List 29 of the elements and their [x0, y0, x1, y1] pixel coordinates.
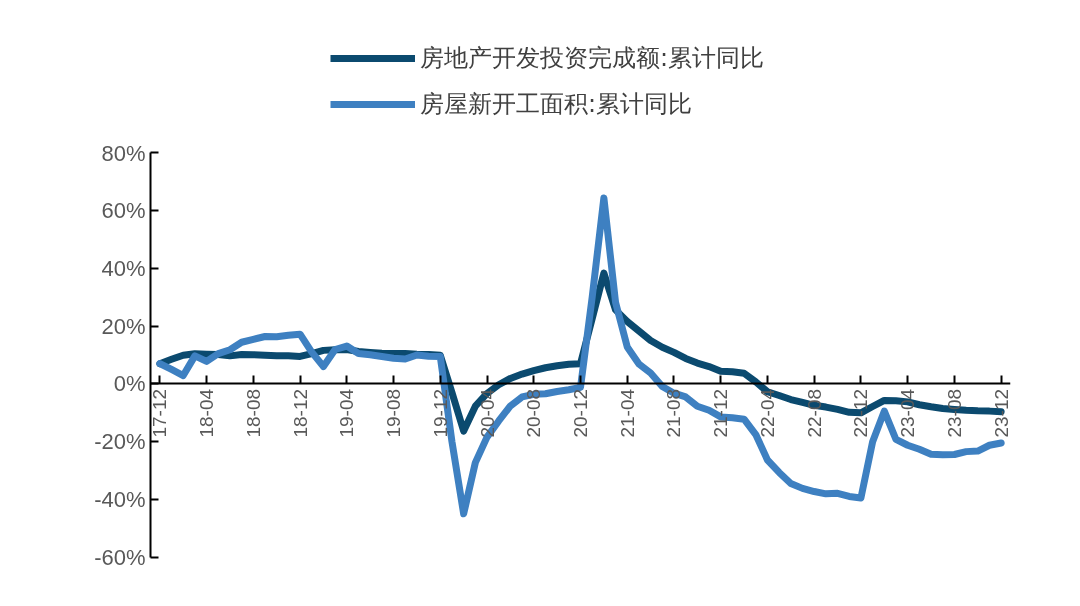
x-tick-label: 22-08 [803, 388, 825, 438]
x-tick-label: 23-12 [990, 388, 1012, 438]
x-tick-label: 17-12 [149, 388, 171, 438]
x-tick-label: 20-04 [476, 388, 498, 438]
x-tick-label: 21-04 [616, 388, 638, 438]
y-tick-label: -20% [94, 429, 146, 455]
x-tick-label: 19-04 [336, 388, 358, 438]
y-tick-label: -60% [94, 545, 146, 570]
x-tick-label: 19-12 [429, 388, 451, 438]
x-tick-label: 21-12 [710, 388, 732, 438]
y-tick-label: 20% [101, 313, 146, 339]
x-tick-label: 18-12 [289, 388, 311, 438]
x-tick-label: 18-04 [196, 388, 218, 438]
y-tick-label: 80% [101, 140, 146, 166]
x-tick-label: 22-04 [756, 388, 778, 438]
y-tick-label: 0% [113, 371, 146, 397]
y-tick-label: -40% [94, 487, 146, 513]
legend-label: 房屋新开工面积:累计同比 [420, 89, 693, 120]
x-tick-label: 23-08 [943, 388, 965, 438]
x-tick-label: 23-04 [897, 388, 919, 438]
y-tick-label: 60% [101, 197, 146, 223]
legend-label: 房地产开发投资完成额:累计同比 [420, 43, 765, 74]
x-tick-label: 18-08 [242, 388, 264, 438]
y-tick-label: 40% [101, 255, 146, 281]
x-tick-label: 19-08 [383, 388, 405, 438]
x-tick-label: 20-08 [523, 388, 545, 438]
x-tick-label: 21-08 [663, 388, 685, 438]
x-tick-label: 22-12 [850, 388, 872, 438]
x-tick-label: 20-12 [570, 388, 591, 438]
